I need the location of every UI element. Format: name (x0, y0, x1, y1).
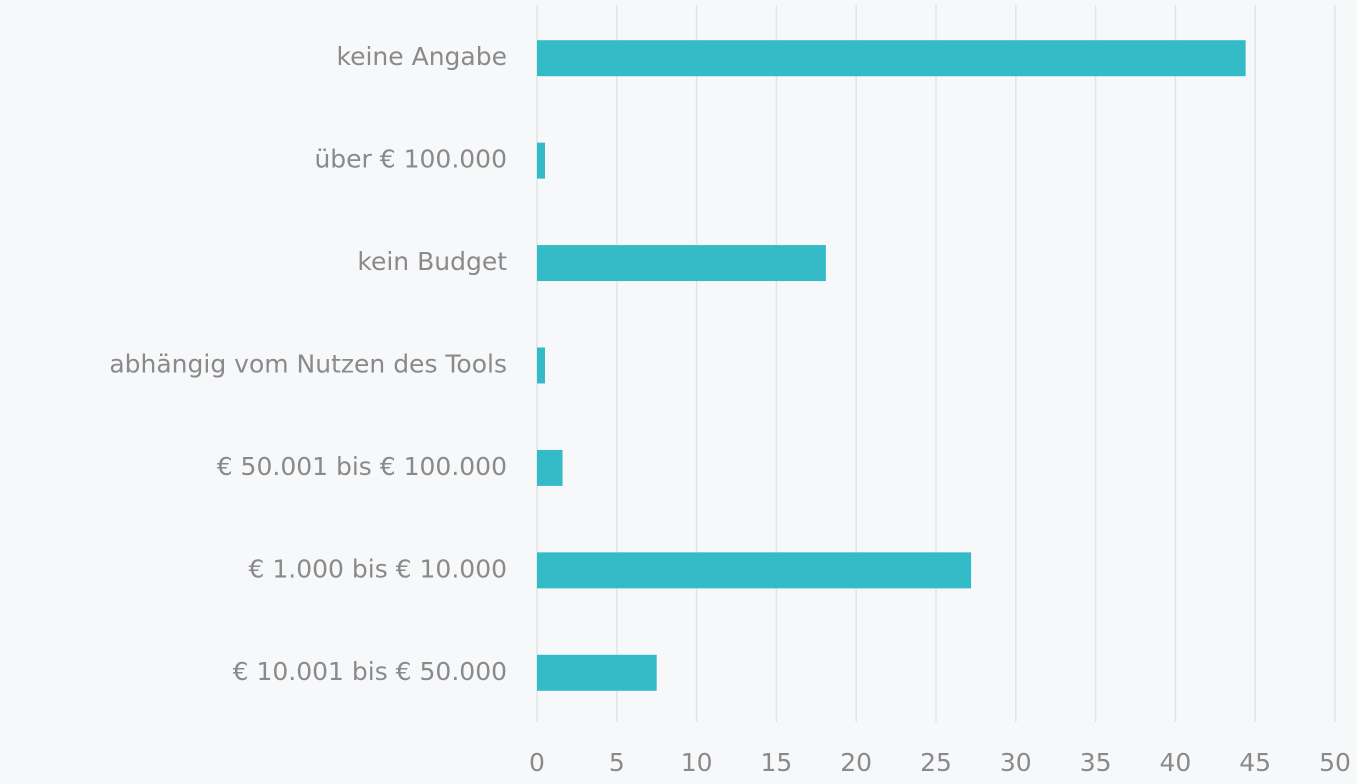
x-tick-label: 10 (681, 748, 713, 777)
x-tick-label: 20 (840, 748, 872, 777)
bar (537, 552, 972, 589)
y-tick-label: keine Angabe (337, 42, 507, 71)
x-tick-label: 35 (1080, 748, 1112, 777)
y-tick-label: € 1.000 bis € 10.000 (249, 554, 507, 583)
bar (537, 40, 1246, 77)
x-tick-label: 5 (609, 748, 625, 777)
x-tick-label: 45 (1239, 748, 1271, 777)
y-tick-label: kein Budget (357, 247, 507, 276)
x-tick-label: 25 (920, 748, 952, 777)
y-tick-label: € 10.001 bis € 50.000 (233, 657, 507, 686)
y-tick-label: € 50.001 bis € 100.000 (217, 452, 507, 481)
y-tick-label: abhängig vom Nutzen des Tools (109, 350, 507, 379)
x-tick-label: 15 (760, 748, 792, 777)
bar (537, 654, 657, 691)
bar (537, 245, 826, 282)
bar (537, 449, 563, 486)
x-tick-label: 30 (1000, 748, 1032, 777)
bar (537, 142, 545, 179)
x-tick-label: 50 (1319, 748, 1351, 777)
x-tick-label: 40 (1159, 748, 1191, 777)
bar (537, 347, 545, 384)
y-tick-label: über € 100.000 (314, 145, 507, 174)
x-tick-label: 0 (529, 748, 545, 777)
